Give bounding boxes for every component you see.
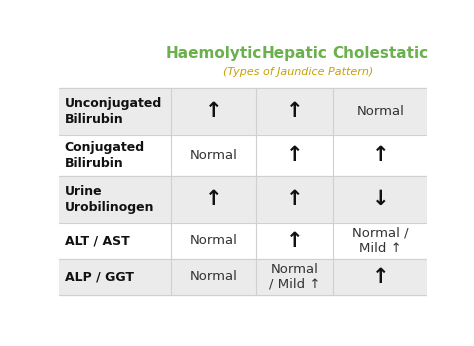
Text: Conjugated
Bilirubin: Conjugated Bilirubin: [65, 141, 145, 170]
Text: Normal: Normal: [190, 149, 237, 162]
Text: ↑: ↑: [286, 145, 303, 165]
Text: ↓: ↓: [372, 189, 390, 209]
Text: ↑: ↑: [372, 267, 390, 286]
Text: ALP / GGT: ALP / GGT: [65, 270, 134, 283]
Text: Normal: Normal: [357, 105, 405, 118]
Text: Unconjugated
Bilirubin: Unconjugated Bilirubin: [65, 97, 162, 126]
Text: ALT / AST: ALT / AST: [65, 234, 129, 247]
Text: ↑: ↑: [286, 189, 303, 209]
Text: Hepatic: Hepatic: [262, 46, 327, 61]
Text: Haemolytic: Haemolytic: [165, 46, 262, 61]
Text: ↑: ↑: [205, 189, 222, 209]
Bar: [59, 88, 427, 135]
Text: Normal /
Mild ↑: Normal / Mild ↑: [352, 227, 409, 255]
Text: Urine
Urobilinogen: Urine Urobilinogen: [65, 185, 154, 213]
Text: ↑: ↑: [205, 101, 222, 121]
Bar: [59, 223, 427, 259]
Text: ↑: ↑: [372, 145, 390, 165]
Text: Normal: Normal: [190, 270, 237, 283]
Text: Normal: Normal: [190, 234, 237, 247]
Text: (Types of Jaundice Pattern): (Types of Jaundice Pattern): [223, 67, 373, 77]
Text: ↑: ↑: [286, 101, 303, 121]
Text: ↑: ↑: [286, 231, 303, 251]
Bar: [59, 259, 427, 295]
Bar: [59, 176, 427, 223]
Bar: [59, 135, 427, 176]
Text: Normal
/ Mild ↑: Normal / Mild ↑: [269, 263, 320, 291]
Text: Cholestatic: Cholestatic: [333, 46, 429, 61]
